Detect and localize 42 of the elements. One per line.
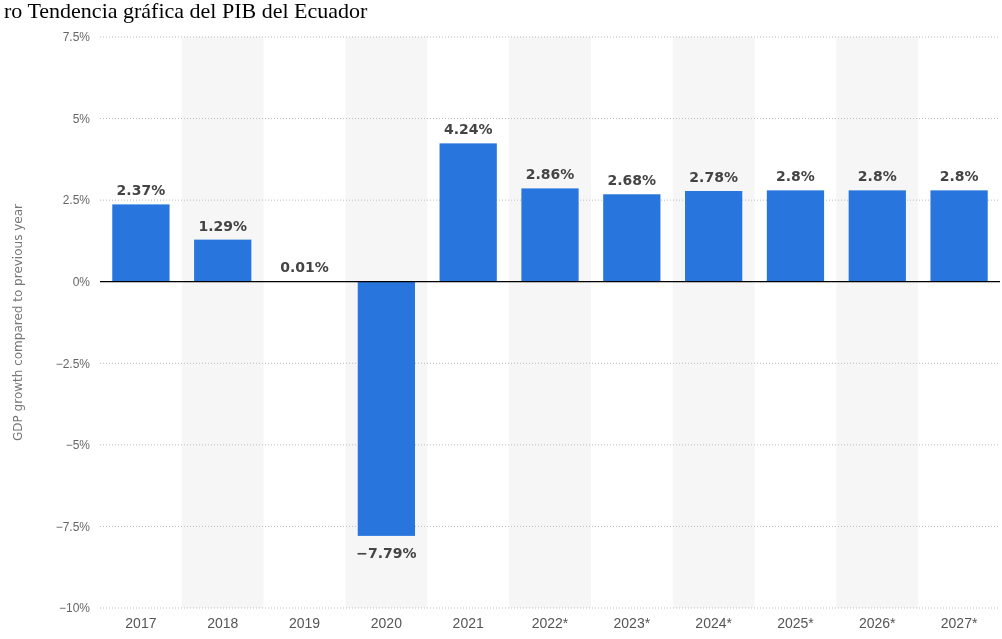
data-label: 2.8% xyxy=(776,168,815,185)
x-tick-label: 2018 xyxy=(207,614,239,631)
bar xyxy=(194,239,252,282)
data-label: 2.37% xyxy=(116,182,166,199)
data-label: 2.8% xyxy=(939,168,979,185)
x-tick-label: 2025* xyxy=(777,614,815,631)
y-tick-label: −10% xyxy=(58,601,91,616)
x-tick-label: 2019 xyxy=(288,614,321,631)
data-label: 2.86% xyxy=(525,166,575,183)
x-tick-label: 2026* xyxy=(858,614,897,631)
y-tick-label: 0% xyxy=(72,275,91,290)
y-tick-label: 7.5% xyxy=(62,30,91,45)
bar xyxy=(766,190,825,282)
bar xyxy=(521,188,579,282)
x-tick-label: 2024* xyxy=(695,614,733,631)
y-tick-label: −7.5% xyxy=(55,519,91,534)
bar xyxy=(685,191,743,282)
y-axis-title: GDP growth compared to previous year xyxy=(11,203,25,441)
data-label: 1.29% xyxy=(198,217,248,234)
bar xyxy=(357,281,415,536)
data-label: 2.68% xyxy=(607,172,657,189)
x-tick-label: 2017 xyxy=(125,614,157,631)
x-tick-label: 2022* xyxy=(531,614,569,631)
data-label: 2.78% xyxy=(689,169,738,186)
y-tick-label: −2.5% xyxy=(55,356,91,371)
x-tick-label: 2023* xyxy=(613,614,651,631)
data-label: −7.79% xyxy=(356,544,417,561)
bar xyxy=(112,204,170,282)
data-label: 4.24% xyxy=(443,121,493,138)
x-tick-label: 2021 xyxy=(452,614,484,631)
chart-title: ro Tendencia gráfica del PIB del Ecuador xyxy=(4,0,369,23)
data-label: 2.8% xyxy=(857,168,897,185)
x-tick-label: 2020 xyxy=(370,614,403,631)
bar xyxy=(930,190,988,282)
data-label: 0.01% xyxy=(280,259,329,276)
y-tick-label: 2.5% xyxy=(62,193,91,208)
bar xyxy=(848,190,906,282)
y-tick-label: 5% xyxy=(72,111,91,126)
x-tick-label: 2027* xyxy=(940,614,978,631)
bar xyxy=(439,143,497,282)
y-tick-label: −5% xyxy=(65,438,91,453)
bar xyxy=(603,194,661,282)
